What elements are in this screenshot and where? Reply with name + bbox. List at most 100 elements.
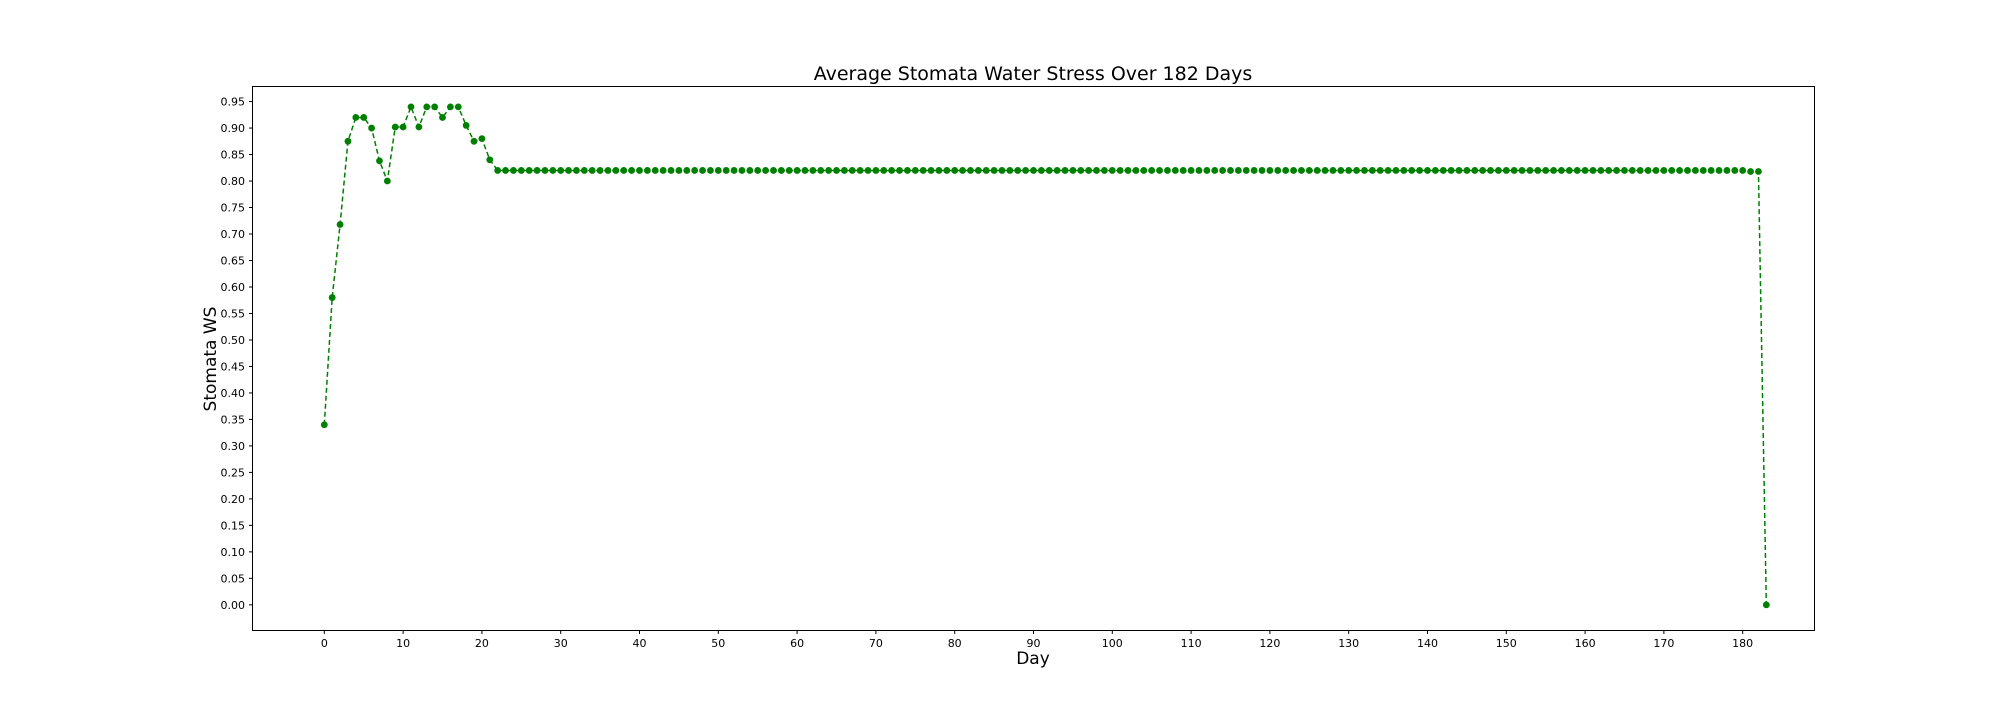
data-point bbox=[1424, 167, 1431, 174]
y-tick-label: 0.65 bbox=[221, 254, 246, 267]
data-point bbox=[533, 167, 541, 174]
data-point bbox=[446, 103, 454, 111]
data-point bbox=[1069, 167, 1077, 174]
data-point bbox=[1636, 167, 1644, 174]
data-point bbox=[1676, 167, 1684, 174]
data-point bbox=[1156, 167, 1163, 174]
data-point bbox=[1384, 167, 1392, 174]
x-tick-label: 140 bbox=[1417, 637, 1438, 650]
data-point bbox=[990, 167, 998, 174]
data-point bbox=[817, 167, 825, 174]
data-point bbox=[391, 123, 399, 131]
x-tick-label: 110 bbox=[1181, 637, 1202, 650]
data-point bbox=[1542, 167, 1550, 174]
data-point bbox=[667, 167, 675, 174]
y-tick-label: 0.00 bbox=[221, 599, 246, 612]
data-point bbox=[1014, 167, 1022, 174]
data-point bbox=[1337, 167, 1345, 174]
data-point bbox=[1558, 167, 1565, 174]
y-tick-label: 0.85 bbox=[221, 149, 246, 162]
data-point bbox=[1400, 167, 1408, 174]
data-point bbox=[336, 221, 344, 228]
data-point bbox=[714, 167, 722, 174]
data-point bbox=[888, 167, 896, 174]
data-point bbox=[612, 167, 620, 174]
data-point bbox=[1211, 167, 1219, 174]
data-point bbox=[1266, 167, 1274, 174]
x-tick-label: 70 bbox=[869, 637, 883, 650]
data-point bbox=[1282, 167, 1290, 174]
data-point bbox=[1305, 167, 1313, 174]
data-point bbox=[1495, 167, 1502, 174]
data-point bbox=[1195, 167, 1203, 174]
data-point bbox=[1250, 167, 1258, 174]
data-point bbox=[1739, 167, 1747, 174]
data-point bbox=[439, 114, 446, 121]
data-point bbox=[683, 167, 691, 174]
data-point bbox=[328, 294, 336, 301]
data-point bbox=[1731, 167, 1739, 174]
y-tick-label: 0.10 bbox=[221, 546, 246, 559]
data-point bbox=[840, 167, 848, 174]
data-point bbox=[1242, 167, 1250, 174]
x-axis-label: Day bbox=[1016, 649, 1050, 669]
y-tick-label: 0.75 bbox=[221, 202, 246, 215]
data-point bbox=[1361, 167, 1368, 174]
data-point bbox=[707, 167, 714, 174]
data-point bbox=[1329, 167, 1337, 174]
data-point bbox=[1219, 167, 1227, 174]
data-point bbox=[525, 167, 533, 174]
data-point bbox=[557, 167, 565, 174]
x-tick-label: 160 bbox=[1575, 637, 1596, 650]
data-point bbox=[825, 167, 833, 174]
data-point bbox=[1628, 167, 1636, 174]
data-point bbox=[636, 167, 643, 174]
x-tick-label: 40 bbox=[633, 637, 647, 650]
data-point bbox=[801, 167, 809, 174]
data-point bbox=[360, 114, 368, 121]
data-point bbox=[1439, 167, 1447, 174]
x-tick-label: 150 bbox=[1496, 637, 1517, 650]
x-tick-label: 10 bbox=[396, 637, 410, 650]
data-point bbox=[896, 167, 903, 174]
data-point bbox=[1392, 167, 1400, 174]
data-point bbox=[1447, 167, 1455, 174]
chart-title: Average Stomata Water Stress Over 182 Da… bbox=[814, 63, 1253, 85]
data-point bbox=[730, 167, 738, 174]
y-axis: 0.00 0.05 0.10 0.15 0.20 0.25 0.30 0.35 0.40 0.45… bbox=[221, 96, 253, 612]
data-point bbox=[1234, 167, 1242, 174]
data-point bbox=[951, 167, 959, 174]
data-point bbox=[1684, 167, 1691, 174]
x-tick-label: 120 bbox=[1259, 637, 1280, 650]
data-point bbox=[1755, 168, 1762, 175]
data-point bbox=[1416, 167, 1424, 174]
data-point bbox=[1061, 167, 1069, 174]
data-point bbox=[462, 122, 470, 129]
y-tick-label: 0.05 bbox=[221, 572, 246, 585]
data-point bbox=[998, 167, 1006, 174]
data-point bbox=[856, 167, 864, 174]
y-tick-label: 0.60 bbox=[221, 281, 246, 294]
y-tick-label: 0.45 bbox=[221, 360, 246, 373]
data-point bbox=[486, 156, 494, 164]
data-point bbox=[565, 167, 572, 174]
data-series bbox=[320, 103, 1770, 609]
y-tick-label: 0.15 bbox=[221, 519, 246, 532]
data-point bbox=[1353, 167, 1360, 174]
data-point bbox=[1321, 167, 1329, 174]
data-point bbox=[1187, 167, 1195, 174]
data-point bbox=[1298, 167, 1305, 174]
data-point bbox=[1699, 167, 1707, 174]
data-point bbox=[1053, 167, 1061, 174]
data-point bbox=[785, 167, 793, 174]
data-point bbox=[1455, 167, 1463, 174]
data-point bbox=[904, 167, 911, 174]
data-point bbox=[1274, 167, 1282, 174]
data-point bbox=[974, 167, 982, 174]
data-point bbox=[919, 167, 927, 174]
data-point bbox=[1597, 167, 1605, 174]
data-point bbox=[809, 167, 817, 174]
data-point bbox=[502, 167, 509, 174]
data-point bbox=[494, 167, 502, 174]
data-point bbox=[470, 137, 478, 145]
